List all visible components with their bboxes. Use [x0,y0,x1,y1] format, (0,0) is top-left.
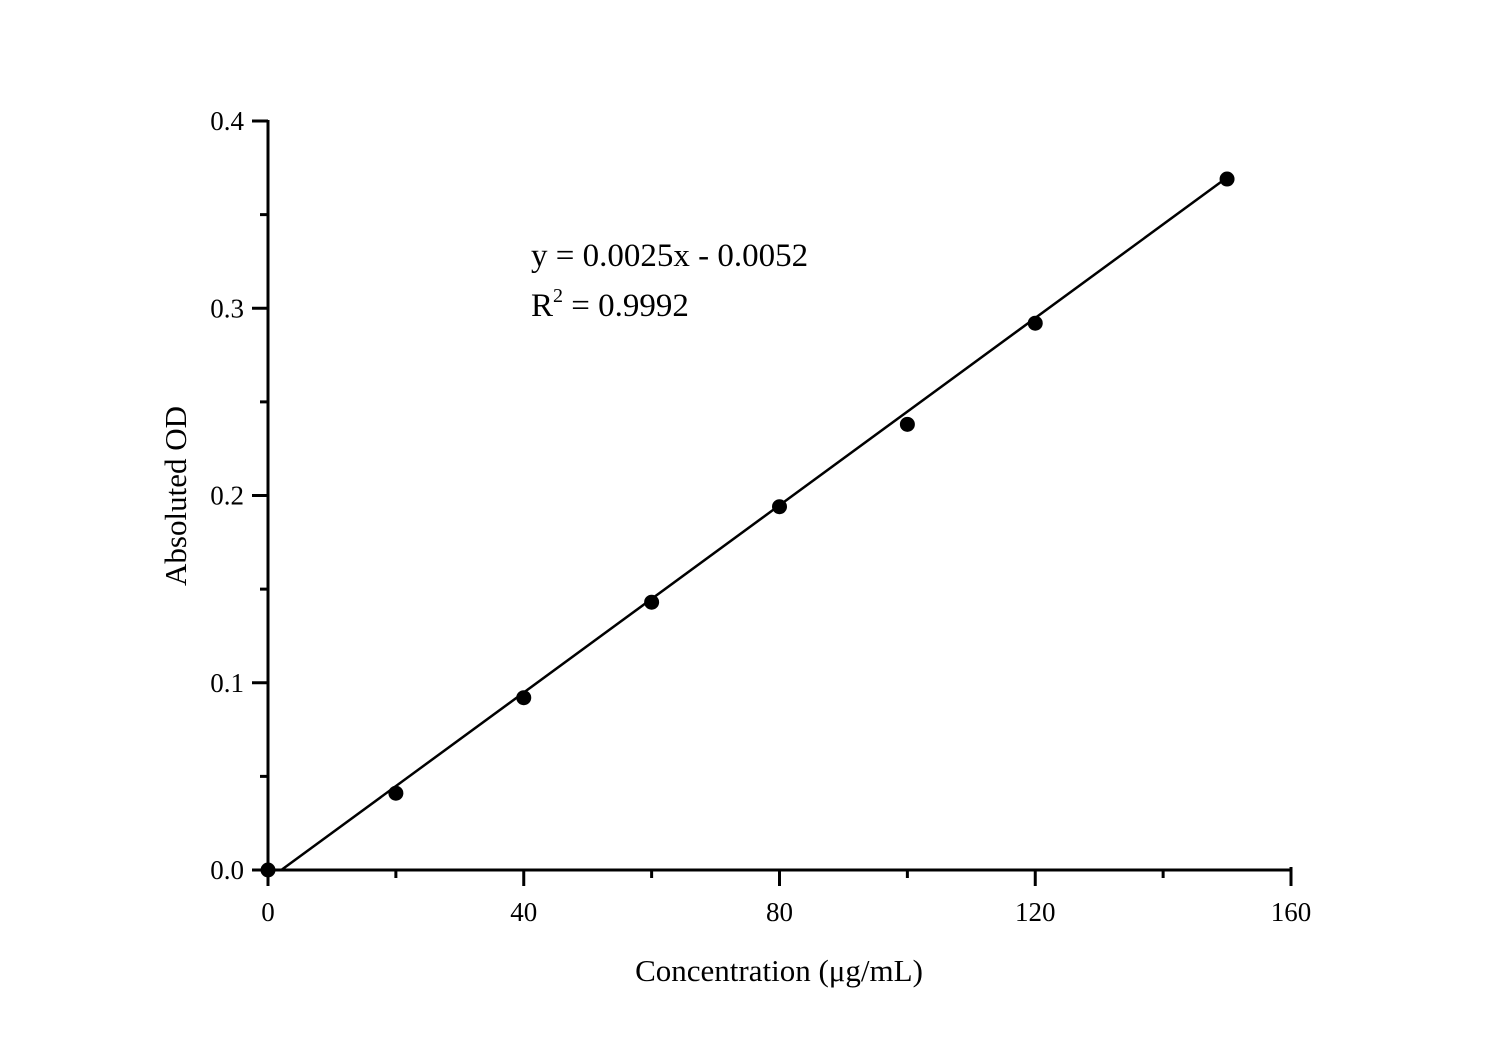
data-point [388,785,404,801]
data-point [260,862,276,878]
data-point [899,416,915,432]
data-point [772,499,787,515]
r-squared-value: = 0.9992 [563,288,689,324]
equation-annotation: y = 0.0025x - 0.0052 [531,238,808,274]
x-axis-title: Concentration (μg/mL) [635,953,923,988]
y-tick-label: 0.1 [210,668,244,698]
x-tick-label: 0 [261,897,275,927]
r-squared-superscript: 2 [553,285,563,307]
r-squared-prefix: R [531,288,553,324]
y-axis-ticks: 0.0 0.1 0.2 0.3 0.4 [210,106,268,885]
y-axis-title: Absoluted OD [158,406,193,586]
x-tick-label: 160 [1271,897,1312,927]
data-point [1219,171,1235,187]
r-squared-annotation: R2 = 0.9992 [531,285,689,324]
x-tick-label: 40 [510,897,537,927]
y-tick-label: 0.2 [210,481,244,511]
data-points [260,171,1235,878]
data-point [1027,315,1043,331]
linear-fit-line [280,176,1228,872]
x-axis-ticks: 0 40 80 120 160 [261,867,1311,927]
data-point [644,594,660,610]
x-tick-label: 120 [1015,897,1056,927]
data-point [516,690,532,706]
y-tick-label: 0.4 [210,106,244,136]
y-tick-label: 0.3 [210,293,244,323]
x-tick-label: 80 [766,897,793,927]
y-tick-label: 0.0 [210,855,244,885]
